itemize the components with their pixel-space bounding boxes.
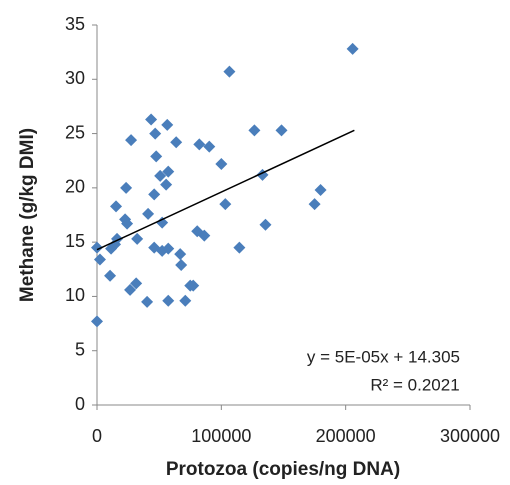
- data-point: [170, 136, 183, 149]
- data-point: [148, 188, 161, 201]
- data-point: [91, 315, 103, 328]
- data-point: [215, 157, 228, 170]
- data-point: [161, 118, 174, 131]
- data-point: [154, 169, 167, 182]
- data-point: [104, 269, 117, 282]
- data-point: [120, 181, 133, 194]
- data-point: [248, 124, 261, 137]
- data-point: [142, 207, 155, 220]
- data-point: [93, 253, 106, 266]
- y-tick-label: 10: [65, 285, 85, 305]
- data-point: [174, 248, 187, 261]
- data-point: [198, 229, 211, 242]
- data-point: [275, 124, 288, 137]
- data-point: [150, 150, 163, 163]
- data-point: [141, 295, 154, 308]
- data-point: [131, 232, 144, 245]
- data-point: [203, 140, 216, 153]
- y-tick-label: 30: [65, 68, 85, 88]
- data-point: [162, 165, 175, 178]
- y-tick-label: 25: [65, 122, 85, 142]
- x-axis-title: Protozoa (copies/ng DNA): [166, 459, 400, 480]
- data-point: [314, 184, 327, 197]
- data-point: [308, 198, 321, 211]
- data-point: [124, 283, 137, 296]
- data-point: [233, 241, 246, 254]
- data-point: [125, 134, 138, 147]
- data-point: [259, 218, 272, 231]
- data-point: [110, 200, 123, 213]
- y-tick-label: 20: [65, 177, 85, 197]
- r-squared: R² = 0.2021: [370, 375, 459, 394]
- data-point: [162, 294, 175, 307]
- data-point: [145, 113, 158, 126]
- data-point: [223, 65, 236, 78]
- x-tick-label: 200000: [316, 426, 376, 446]
- y-tick-label: 5: [75, 339, 85, 359]
- data-point: [162, 242, 175, 255]
- x-tick-label: 300000: [440, 426, 500, 446]
- data-point: [160, 178, 173, 191]
- x-tick-label: 0: [92, 426, 102, 446]
- y-axis-title: Methane (g/kg DMI): [17, 128, 38, 302]
- y-tick-label: 0: [75, 394, 85, 414]
- data-point: [130, 277, 143, 290]
- data-point: [187, 279, 200, 292]
- y-tick-label: 15: [65, 231, 85, 251]
- data-point: [346, 42, 359, 55]
- data-point: [179, 294, 192, 307]
- data-point: [175, 258, 188, 271]
- data-point: [91, 241, 103, 254]
- x-tick-label: 100000: [191, 426, 251, 446]
- data-point: [193, 138, 206, 151]
- data-point: [121, 217, 134, 230]
- trendline: [96, 129, 355, 251]
- trend-equation: y = 5E-05x + 14.305: [307, 347, 460, 366]
- data-point: [149, 127, 162, 140]
- data-point: [219, 198, 232, 211]
- y-tick-label: 35: [65, 14, 85, 34]
- data-point: [156, 216, 169, 229]
